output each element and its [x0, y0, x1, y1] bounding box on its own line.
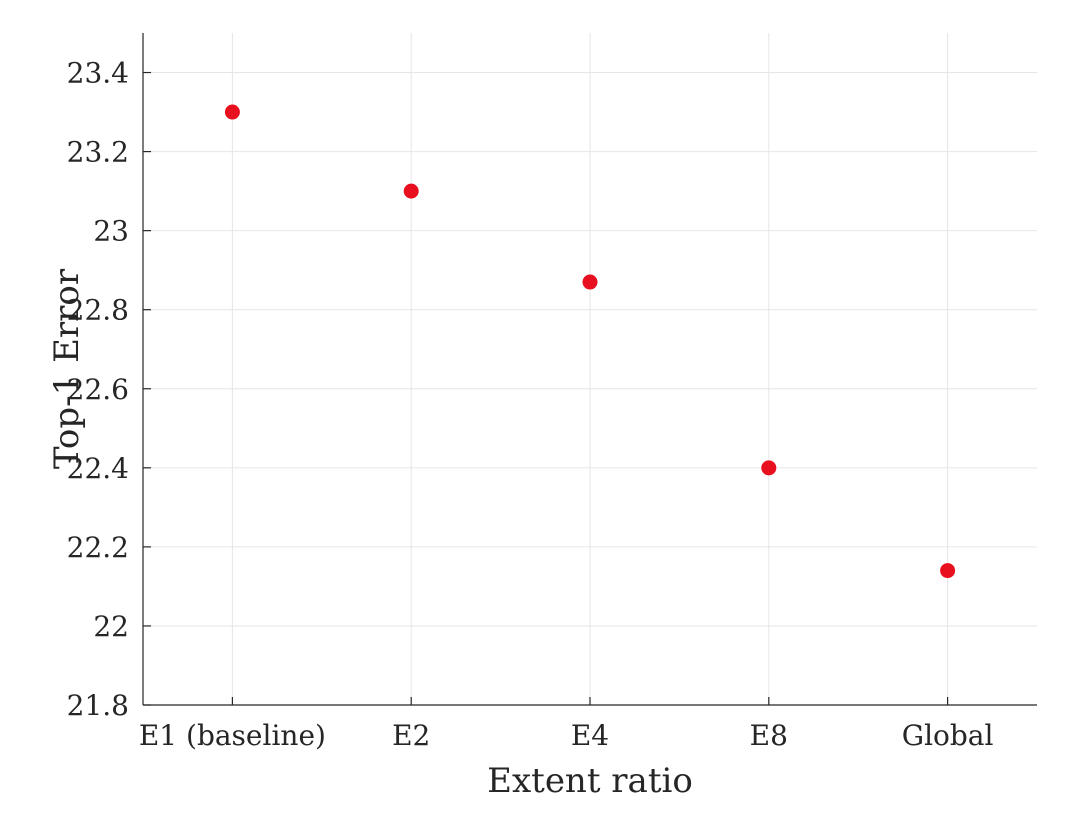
- x-tick-label: Global: [902, 719, 994, 752]
- data-point: [403, 183, 419, 199]
- x-axis-title: Extent ratio: [487, 761, 693, 801]
- y-tick-label: 23: [93, 215, 129, 248]
- grid: [143, 33, 1037, 705]
- y-tick-label: 23.4: [67, 57, 129, 90]
- ticks: 21.8 22 22.2 22.4 22.6 22.8 23 23.2 23.4 E1 (base…: [67, 57, 994, 752]
- x-tick-label: E2: [392, 719, 430, 752]
- y-tick-label: 22.2: [67, 531, 129, 564]
- x-tick-label: E8: [750, 719, 788, 752]
- y-axis-title: Top-1 Error: [47, 268, 87, 469]
- x-tick-label: E1 (baseline): [139, 719, 326, 752]
- data-point: [761, 460, 777, 476]
- y-tick-label: 22.8: [67, 294, 129, 327]
- data-points: [224, 104, 956, 579]
- y-tick-label: 23.2: [67, 136, 129, 169]
- y-tick-label: 21.8: [67, 689, 129, 722]
- x-tick-label: E4: [571, 719, 609, 752]
- data-point: [224, 104, 240, 120]
- y-tick-label: 22: [93, 610, 129, 643]
- data-point: [940, 563, 956, 579]
- y-tick-label: 22.4: [67, 452, 129, 485]
- data-point: [582, 274, 598, 290]
- y-tick-label: 22.6: [67, 373, 129, 406]
